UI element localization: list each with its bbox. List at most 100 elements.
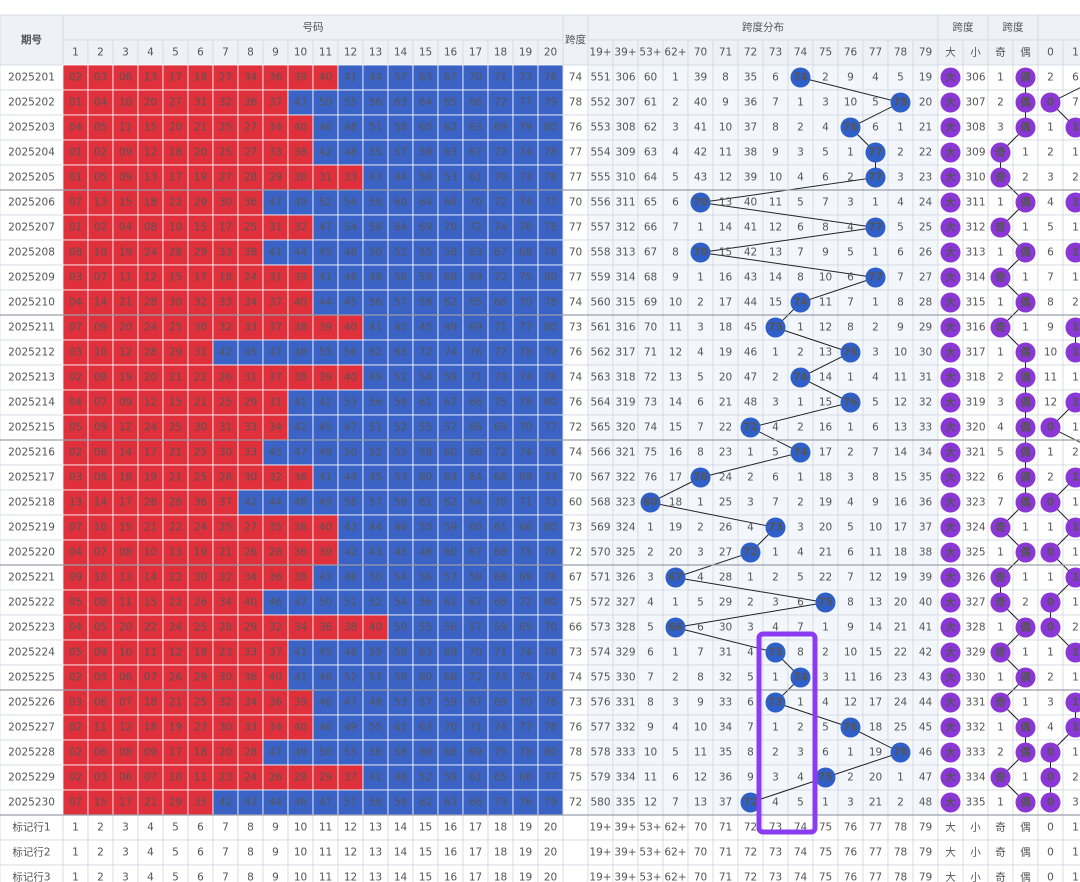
number: 34 [269,722,283,734]
number: 18 [194,747,207,759]
span-cell [562,239,589,266]
dist-cell [587,364,614,391]
number-cell [62,314,89,341]
hit-value: 大 [945,246,956,259]
number-cell [387,89,414,116]
number: 04 [69,397,83,409]
number-cell [437,139,464,166]
number-cell [187,64,214,91]
number: 09 [119,397,132,409]
omission: 313 [965,247,985,259]
number: 68 [444,272,457,284]
omission: 24 [894,697,908,709]
omission: 2 [1047,472,1054,484]
hit-value: 74 [793,72,808,84]
footer-value: 77 [869,847,882,859]
number: 67 [469,547,482,559]
number: 62 [444,122,457,134]
number-cell [237,289,264,316]
omission: 15 [819,397,832,409]
number: 20 [169,122,182,134]
number: 51 [369,122,382,134]
footer-value: 13 [369,872,382,882]
omission: 1 [697,497,704,509]
number-cell [162,289,189,316]
number: 03 [94,772,107,784]
omission: 1 [997,197,1004,209]
omission: 13 [669,372,682,384]
omission: 9 [722,97,729,109]
dist-cell [887,314,914,341]
footer-value: 5 [172,822,179,834]
omission: 13 [869,597,882,609]
number: 25 [244,222,257,234]
number-cell [287,339,314,366]
number: 69 [469,747,482,759]
column-header: 72 [744,47,757,59]
omission: 1 [697,272,704,284]
number: 40 [344,322,357,334]
number: 68 [469,397,482,409]
omission: 68 [644,272,657,284]
hit-value: 78 [893,97,908,109]
number: 58 [394,747,407,759]
number: 70 [469,197,482,209]
omission: 5 [1047,222,1054,234]
number-cell [112,214,139,241]
number: 31 [319,172,332,184]
number: 33 [219,297,232,309]
number: 47 [269,747,282,759]
number: 27 [169,97,182,109]
omission: 18 [719,322,732,334]
number: 18 [169,147,182,159]
number: 42 [294,422,307,434]
omission: 5 [697,372,704,384]
number: 39 [319,547,332,559]
omission: 6 [847,547,854,559]
dist-cell [637,289,664,316]
number: 12 [144,397,157,409]
footer-value: 75 [819,822,832,834]
number: 61 [419,497,432,509]
omission: 17 [719,297,732,309]
span: 75 [569,597,582,609]
number: 55 [344,747,357,759]
number: 75 [519,547,532,559]
number-cell [212,64,239,91]
number: 47 [294,447,307,459]
hit-value: 0 [1047,497,1054,509]
hit-value: 1 [1072,197,1079,209]
number: 50 [419,522,432,534]
number-cell [262,164,289,191]
omission: 4 [797,772,804,784]
span: 60 [569,497,582,509]
number: 79 [519,122,532,134]
header-cell [387,39,414,66]
mod-cell [1037,389,1064,416]
number-cell [62,264,89,291]
dist-cell [612,139,639,166]
footer-value: 0 [1047,822,1054,834]
number: 30 [194,572,207,584]
number: 59 [394,672,407,684]
omission: 1 [997,297,1004,309]
number: 36 [294,472,308,484]
number-cell [387,214,414,241]
number: 37 [269,647,282,659]
omission: 2 [772,572,779,584]
number: 79 [544,97,557,109]
omission: 35 [919,472,932,484]
number: 41 [294,397,307,409]
omission: 16 [669,447,683,459]
dist-cell [887,139,914,166]
number: 45 [319,647,332,659]
number-cell [362,439,389,466]
omission: 324 [965,522,985,534]
hit-value: 大 [945,446,956,459]
omission: 22 [819,572,832,584]
number: 15 [144,122,157,134]
number: 12 [144,272,157,284]
hit-value: 大 [945,796,956,809]
number: 58 [394,647,407,659]
dist-cell [912,139,939,166]
